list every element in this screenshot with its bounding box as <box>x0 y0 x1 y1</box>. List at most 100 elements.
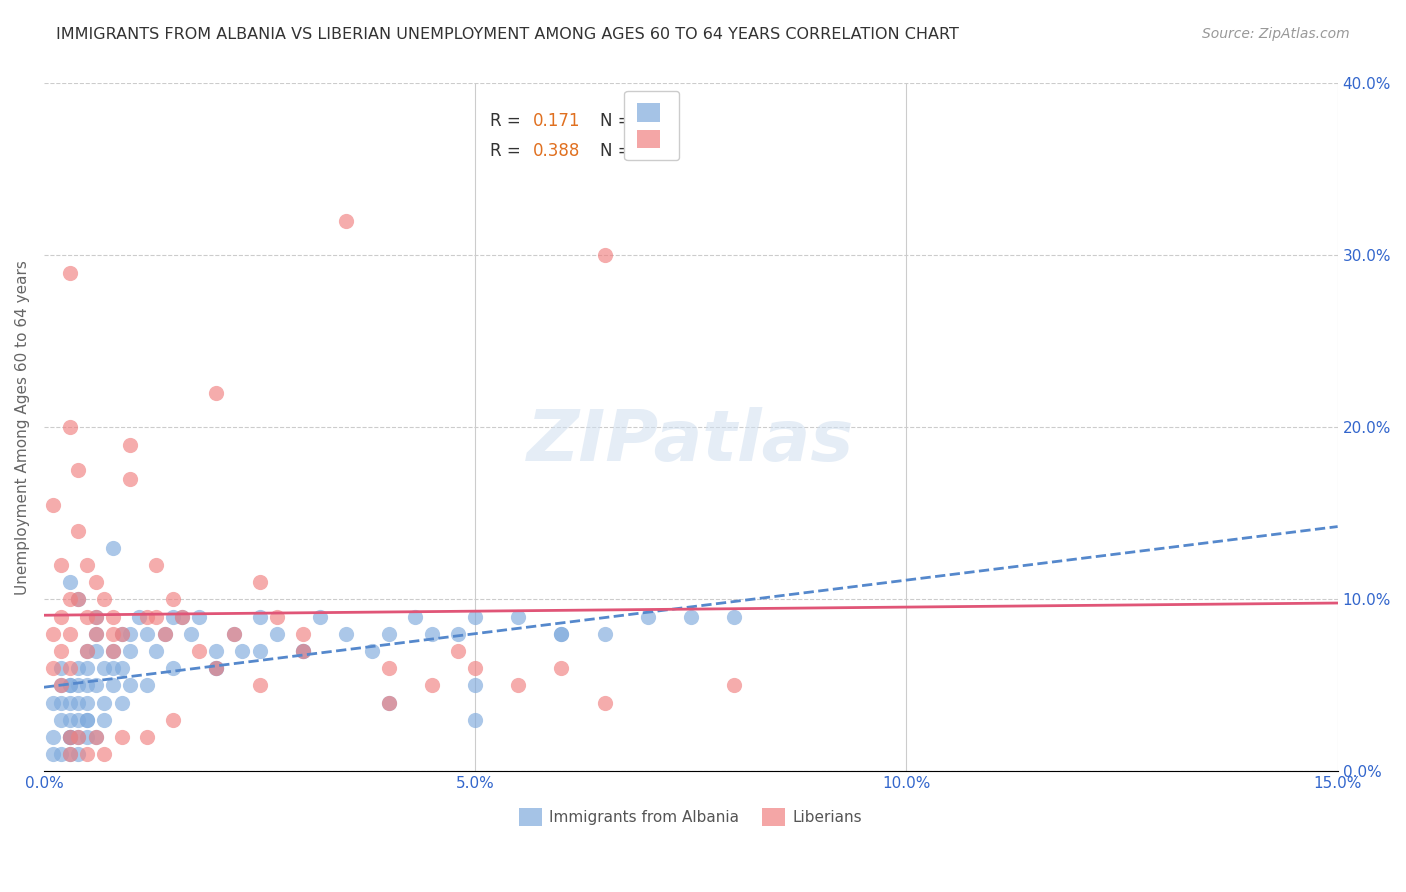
Point <box>76 696 98 710</box>
Point <box>84 644 107 658</box>
Point <box>550 627 572 641</box>
Point <box>59 592 82 607</box>
Point <box>249 609 271 624</box>
Text: 0.171: 0.171 <box>533 112 581 130</box>
Point <box>67 524 90 538</box>
Point <box>170 609 193 624</box>
Point <box>93 713 115 727</box>
Point <box>205 644 228 658</box>
Point <box>84 730 107 744</box>
Text: 87: 87 <box>638 112 662 130</box>
Point <box>49 678 72 692</box>
Point <box>153 627 176 641</box>
Point <box>136 678 159 692</box>
Point <box>84 609 107 624</box>
Point <box>84 575 107 590</box>
Point <box>59 730 82 744</box>
Point <box>49 696 72 710</box>
Point <box>593 248 616 262</box>
Point <box>101 609 124 624</box>
Point <box>59 420 82 434</box>
Point <box>188 644 211 658</box>
Point <box>249 644 271 658</box>
Point <box>93 696 115 710</box>
Point <box>101 644 124 658</box>
Point <box>49 661 72 675</box>
Point <box>136 730 159 744</box>
Point <box>110 627 132 641</box>
Point <box>162 592 184 607</box>
Point <box>59 678 82 692</box>
Point <box>145 609 167 624</box>
Point <box>67 696 90 710</box>
Text: IMMIGRANTS FROM ALBANIA VS LIBERIAN UNEMPLOYMENT AMONG AGES 60 TO 64 YEARS CORRE: IMMIGRANTS FROM ALBANIA VS LIBERIAN UNEM… <box>56 27 959 42</box>
Point <box>447 644 470 658</box>
Point <box>93 661 115 675</box>
Point <box>84 730 107 744</box>
Point <box>266 627 288 641</box>
Point <box>49 644 72 658</box>
Point <box>76 747 98 761</box>
Point <box>120 472 142 486</box>
Point <box>59 627 82 641</box>
Point <box>266 609 288 624</box>
Point <box>41 627 63 641</box>
Point <box>59 730 82 744</box>
Y-axis label: Unemployment Among Ages 60 to 64 years: Unemployment Among Ages 60 to 64 years <box>15 260 30 595</box>
Point <box>67 747 90 761</box>
Point <box>49 558 72 572</box>
Point <box>59 730 82 744</box>
Point <box>67 661 90 675</box>
Point <box>101 541 124 555</box>
Point <box>360 644 382 658</box>
Point <box>49 747 72 761</box>
Point <box>76 678 98 692</box>
Point <box>205 386 228 401</box>
Point <box>464 713 486 727</box>
Point <box>153 627 176 641</box>
Point <box>120 627 142 641</box>
Point <box>222 627 245 641</box>
Point <box>205 661 228 675</box>
Point <box>723 609 745 624</box>
Point <box>59 696 82 710</box>
Point <box>120 644 142 658</box>
Point <box>67 678 90 692</box>
Point <box>593 627 616 641</box>
Point <box>41 730 63 744</box>
Point <box>170 609 193 624</box>
Point <box>162 713 184 727</box>
Point <box>723 678 745 692</box>
Point <box>101 678 124 692</box>
Point <box>420 627 443 641</box>
Point <box>76 644 98 658</box>
Text: 0.388: 0.388 <box>533 142 581 160</box>
Point <box>378 661 401 675</box>
Point <box>162 661 184 675</box>
Point <box>93 747 115 761</box>
Point <box>205 661 228 675</box>
Point <box>76 609 98 624</box>
Point <box>550 627 572 641</box>
Point <box>162 609 184 624</box>
Point <box>378 696 401 710</box>
Point <box>291 627 314 641</box>
Point <box>145 558 167 572</box>
Point <box>49 609 72 624</box>
Point <box>637 609 659 624</box>
Point <box>110 730 132 744</box>
Point <box>335 627 357 641</box>
Point <box>101 661 124 675</box>
Point <box>101 644 124 658</box>
Point <box>249 678 271 692</box>
Point <box>110 661 132 675</box>
Point <box>76 661 98 675</box>
Point <box>464 609 486 624</box>
Point <box>49 713 72 727</box>
Point <box>464 678 486 692</box>
Point <box>67 713 90 727</box>
Point <box>49 678 72 692</box>
Point <box>93 592 115 607</box>
Point <box>84 678 107 692</box>
Point <box>41 747 63 761</box>
